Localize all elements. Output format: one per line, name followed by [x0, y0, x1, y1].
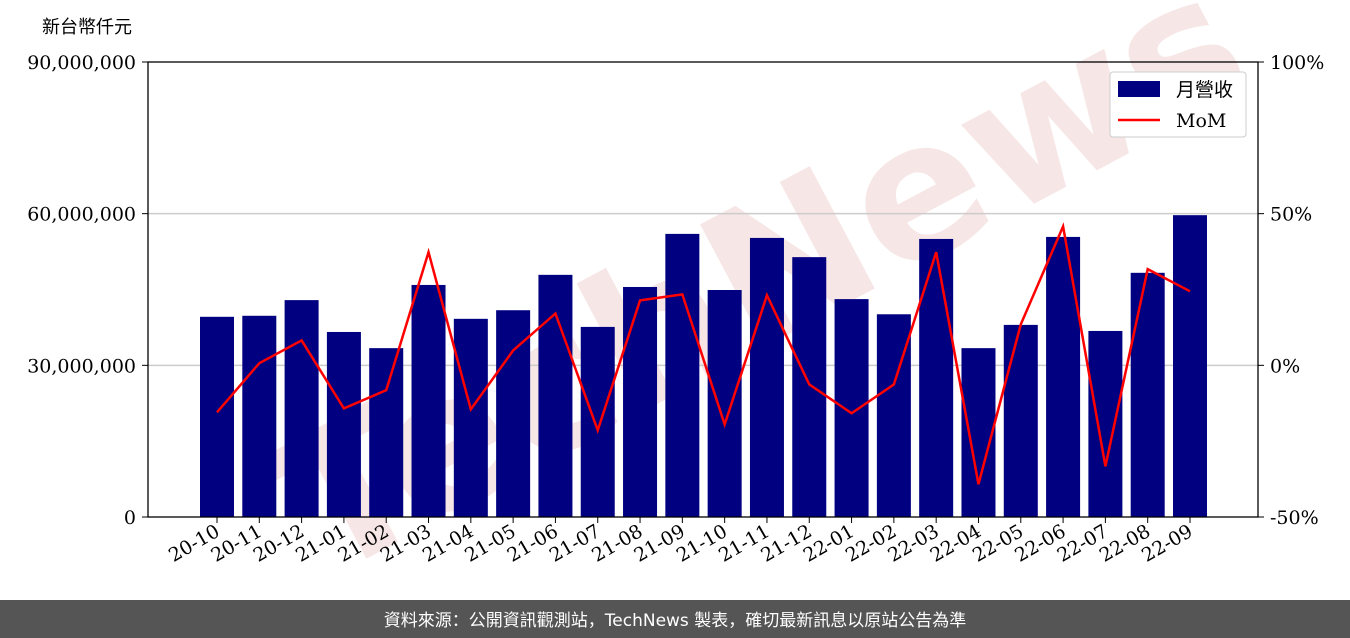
y2-tick-label: 100%: [1270, 52, 1324, 74]
y2-tick-label: 50%: [1270, 204, 1312, 226]
footer-band: [0, 600, 1350, 638]
bar: [1173, 215, 1207, 517]
bar: [961, 348, 996, 517]
bar: [665, 233, 700, 517]
y-tick-label: 90,000,000: [27, 52, 136, 74]
y-tick-label: 60,000,000: [27, 204, 136, 226]
mom-line: [216, 222, 1191, 485]
bar: [1003, 324, 1038, 517]
legend-label: 月營收: [1176, 79, 1233, 101]
bar: [707, 290, 742, 517]
bar: [369, 348, 404, 517]
bar: [1088, 330, 1123, 517]
legend: 月營收 MoM: [1109, 71, 1247, 138]
y2-tick-label: 0%: [1270, 355, 1300, 377]
bar: [326, 331, 361, 517]
bar: [580, 326, 615, 517]
bar: [538, 274, 573, 517]
bar: [623, 286, 658, 517]
y2-tick-label: -50%: [1270, 507, 1319, 529]
y-tick-label: 0: [124, 507, 136, 529]
bar: [284, 300, 319, 517]
bar: [834, 299, 869, 517]
bar: [919, 238, 954, 517]
bar: [496, 310, 531, 517]
plot-frame: [147, 61, 1259, 518]
bar: [749, 237, 784, 517]
legend-label: MoM: [1176, 110, 1226, 132]
legend-swatch: [1118, 81, 1160, 97]
bar: [242, 315, 277, 517]
bar: [792, 257, 827, 517]
y-tick-label: 30,000,000: [27, 355, 136, 377]
bar: [200, 316, 234, 517]
bar: [1130, 272, 1165, 517]
bar: [411, 284, 446, 517]
y-axis-label: 新台幣仟元: [42, 17, 132, 38]
bar: [453, 318, 488, 517]
source-note: 資料來源：公開資訊觀測站，TechNews 製表，確切最新訊息以原站公告為準: [384, 611, 966, 631]
bar: [1046, 236, 1081, 517]
